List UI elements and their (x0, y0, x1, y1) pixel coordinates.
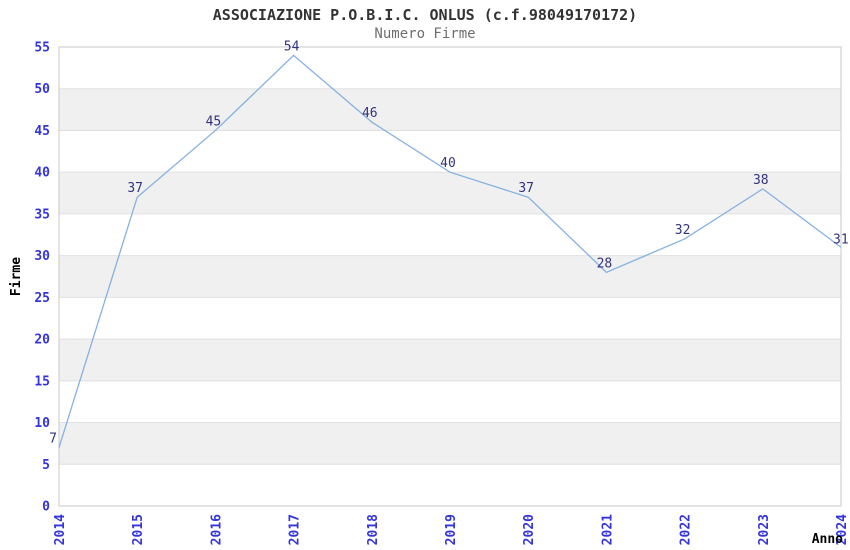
x-axis-title: Anno (812, 532, 843, 547)
y-tick-label: 45 (34, 124, 50, 139)
value-label: 38 (753, 173, 769, 188)
x-tick-label: 2023 (757, 514, 772, 545)
x-tick-label: 2022 (679, 514, 694, 545)
chart-title: ASSOCIAZIONE P.O.B.I.C. ONLUS (c.f.98049… (212, 6, 638, 24)
y-tick-label: 55 (34, 41, 50, 56)
x-tick-label: 2017 (288, 514, 303, 545)
value-label: 37 (518, 181, 534, 196)
grid-band (59, 172, 841, 214)
x-tick-label: 2015 (131, 514, 146, 545)
y-tick-label: 35 (34, 207, 50, 222)
grid-band (59, 88, 841, 131)
y-tick-label: 5 (42, 458, 50, 473)
y-tick-label: 15 (34, 374, 50, 389)
y-tick-label: 50 (34, 82, 50, 97)
value-label: 46 (362, 106, 378, 121)
x-tick-label: 2021 (600, 514, 615, 545)
value-label: 31 (833, 232, 849, 247)
value-label: 45 (206, 114, 222, 129)
grid-band (59, 339, 841, 381)
y-axis-title: Firme (9, 257, 24, 296)
y-tick-label: 0 (42, 500, 50, 515)
grid-band (59, 255, 841, 298)
x-tick-label: 2014 (53, 514, 68, 545)
x-tick-label: 2016 (209, 514, 224, 545)
y-tick-label: 40 (34, 166, 50, 181)
value-label: 37 (127, 181, 143, 196)
value-label: 40 (440, 156, 456, 171)
x-tick-label: 2019 (444, 514, 459, 545)
grid-band (59, 422, 841, 465)
plot-border (58, 46, 842, 507)
value-label: 28 (597, 256, 613, 271)
x-tick-label: 2020 (522, 514, 537, 545)
value-label: 7 (49, 432, 57, 447)
y-tick-label: 20 (34, 333, 50, 348)
y-tick-label: 10 (34, 416, 50, 431)
x-tick-label: 2018 (366, 514, 381, 545)
data-line (58, 54, 842, 448)
value-label: 32 (675, 223, 691, 238)
x-tick-label: 2024 (835, 514, 850, 545)
y-tick-label: 30 (34, 249, 50, 264)
y-tick-label: 25 (34, 291, 50, 306)
chart-subtitle: Numero Firme (374, 26, 476, 42)
value-label: 54 (284, 39, 300, 54)
